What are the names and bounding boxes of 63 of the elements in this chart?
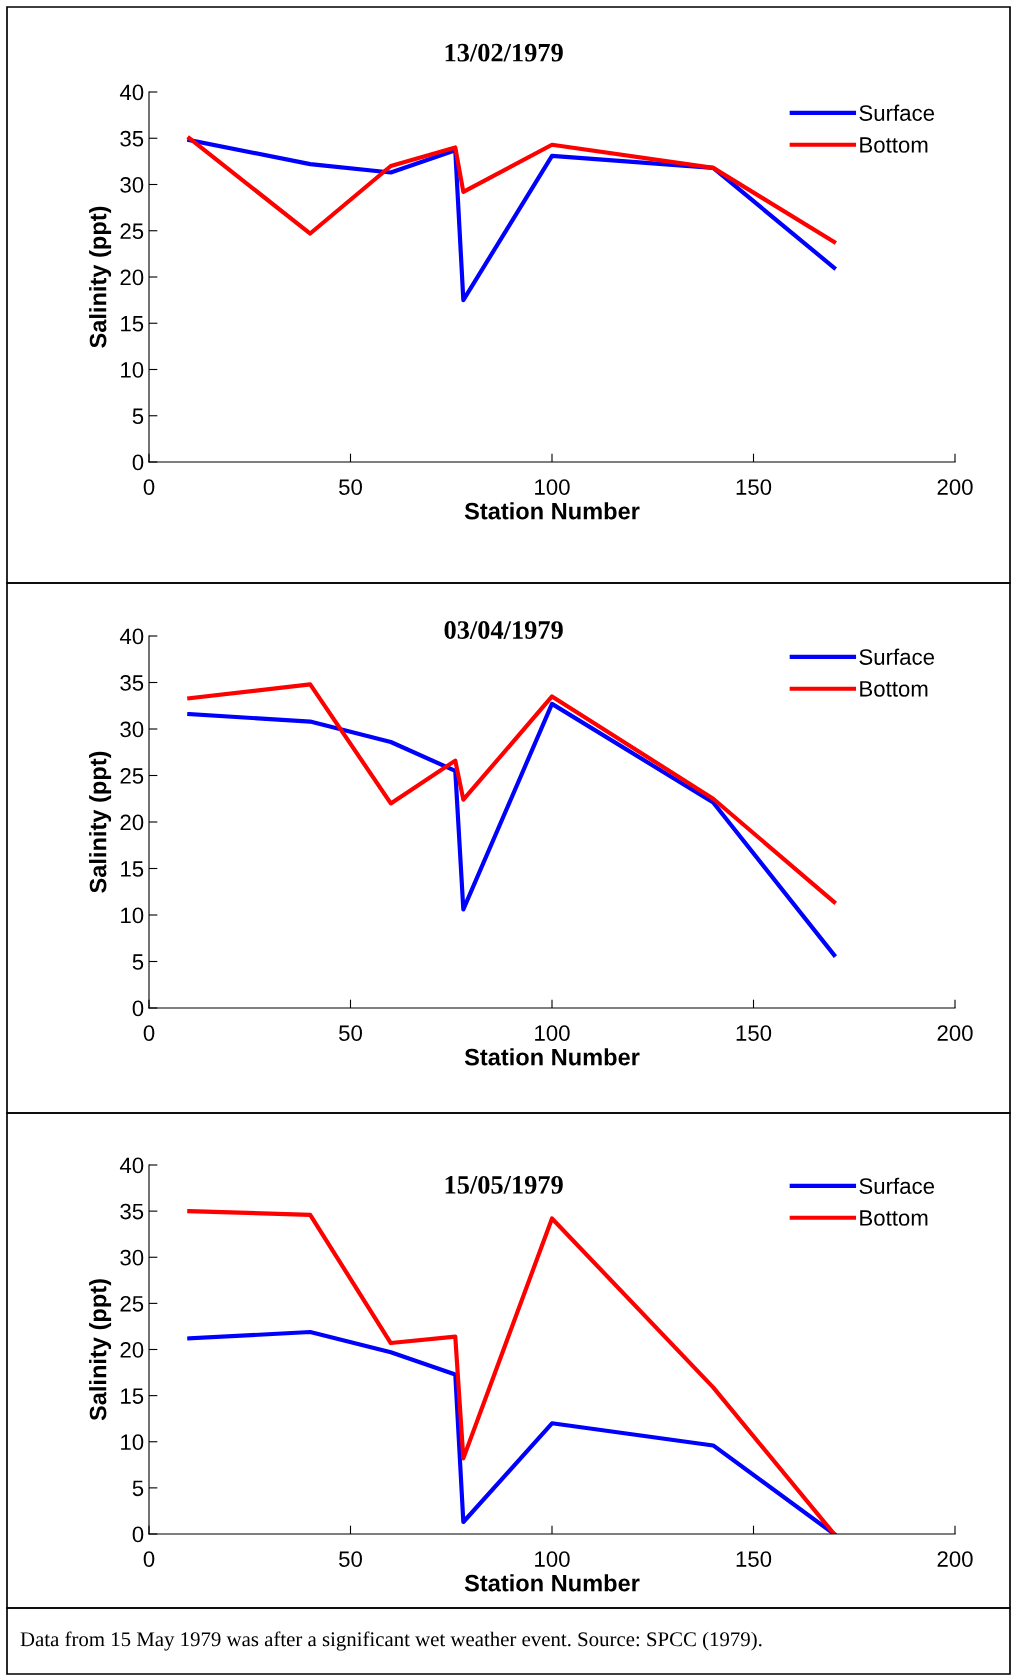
- line-series: [187, 136, 837, 244]
- y-tick-label: 40: [119, 628, 144, 645]
- x-tick-label: 100: [535, 1551, 570, 1567]
- x-tick-label: 100: [535, 479, 570, 495]
- y-tick-label: 40: [119, 84, 144, 101]
- legend-label: Surface: [859, 104, 935, 121]
- y-tick-label: 10: [121, 362, 144, 378]
- x-tick-label: 0: [143, 1551, 155, 1567]
- y-tick-label: 40: [119, 1157, 144, 1174]
- line-series: [187, 682, 837, 905]
- x-tick-label: 150: [736, 1025, 772, 1041]
- x-tick-label: 200: [937, 1025, 973, 1041]
- x-tick-label: 150: [736, 479, 772, 495]
- legend-label: Surface: [859, 1177, 935, 1194]
- y-tick-label: 0: [132, 1000, 144, 1017]
- x-axis-title: Station Number: [464, 1574, 640, 1592]
- y-tick-label: 25: [120, 1295, 144, 1312]
- x-axis-title: Station Number: [464, 1048, 640, 1066]
- x-axis-title: Station Number: [464, 502, 640, 520]
- y-tick-label: 30: [120, 177, 144, 193]
- y-tick-label: 30: [120, 1249, 144, 1266]
- chart-title: 03/04/1979: [444, 621, 563, 639]
- text: Data from 15 May 1979 was after a significant wet weather event. Source: SPCC (1979).: [20, 1631, 762, 1651]
- y-tick-label: 10: [121, 1434, 144, 1451]
- line-series: [187, 1209, 837, 1534]
- y-tick-label: 20: [120, 1342, 144, 1358]
- line-series: [187, 138, 837, 303]
- y-tick-label: 20: [120, 269, 144, 286]
- x-tick-label: 200: [937, 1551, 973, 1567]
- x-tick-label: 200: [937, 479, 973, 495]
- y-tick-label: 30: [120, 721, 144, 738]
- y-axis-title: Salinity (ppt): [89, 751, 112, 893]
- chart-title: 13/02/1979: [445, 43, 563, 62]
- x-tick-label: 50: [339, 1551, 362, 1567]
- y-tick-label: 20: [120, 814, 144, 831]
- y-tick-label: 5: [132, 408, 144, 425]
- y-tick-label: 15: [121, 861, 144, 877]
- y-axis-title: Salinity (ppt): [89, 1279, 112, 1421]
- line-series: [187, 701, 837, 958]
- legend-label: Bottom: [860, 1210, 928, 1226]
- x-tick-label: 0: [143, 479, 155, 495]
- x-tick-label: 50: [339, 479, 362, 495]
- y-tick-label: 15: [121, 1388, 144, 1404]
- legend-label: Bottom: [860, 681, 928, 697]
- x-tick-label: 150: [736, 1551, 772, 1567]
- x-tick-label: 50: [339, 1025, 362, 1041]
- y-tick-label: 10: [121, 907, 144, 924]
- y-tick-label: 5: [132, 1480, 144, 1497]
- y-tick-label: 5: [132, 954, 144, 970]
- y-tick-label: 35: [120, 130, 144, 147]
- x-tick-label: 100: [535, 1025, 570, 1041]
- legend-label: Bottom: [860, 137, 928, 153]
- y-tick-label: 35: [120, 1203, 144, 1220]
- chart-title: 15/05/1979: [445, 1175, 563, 1194]
- y-tick-label: 0: [132, 454, 144, 471]
- y-axis-title: Salinity (ppt): [89, 206, 112, 348]
- y-tick-label: 25: [120, 768, 144, 784]
- y-tick-label: 25: [120, 223, 144, 240]
- y-tick-label: 0: [132, 1526, 144, 1543]
- y-tick-label: 15: [121, 316, 144, 332]
- x-tick-label: 0: [143, 1025, 155, 1041]
- legend-label: Surface: [859, 648, 935, 665]
- y-tick-label: 35: [120, 675, 144, 691]
